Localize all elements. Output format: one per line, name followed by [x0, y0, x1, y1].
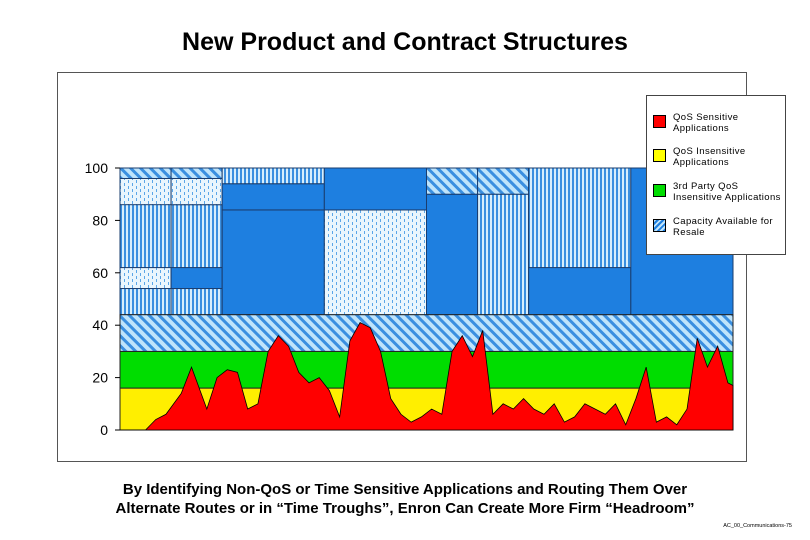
legend-label: Capacity Available for Resale [673, 216, 773, 238]
y-tick-label: 80 [92, 212, 108, 228]
legend-swatch-green [653, 184, 666, 197]
series-qos-sensitive-area [120, 322, 734, 431]
y-tick-label: 60 [92, 265, 108, 281]
capacity-block [323, 209, 428, 316]
y-tick-label: 40 [92, 317, 108, 333]
capacity-block [221, 209, 325, 316]
legend-item-qos-sensitive: QoS Sensitive Applications [653, 112, 785, 146]
legend-label: QoS Insensitive Applications [673, 146, 746, 168]
capacity-block [323, 167, 428, 211]
capacity-block [119, 177, 172, 206]
capacity-block [528, 167, 632, 269]
capacity-block [119, 288, 172, 316]
legend-item-capacity: Capacity Available for Resale [653, 216, 785, 250]
chart-frame [57, 72, 747, 462]
capacity-block [477, 167, 530, 195]
band-capacity-available-for-resale [119, 314, 734, 352]
legend: QoS Sensitive Applications QoS Insensiti… [646, 95, 786, 255]
capacity-block [221, 183, 325, 211]
caption-line-1: By Identifying Non-QoS or Time Sensitive… [122, 481, 688, 498]
capacity-block [477, 193, 530, 316]
page-title: New Product and Contract Structures [182, 28, 628, 56]
capacity-block [170, 167, 223, 179]
capacity-block [528, 267, 632, 316]
capacity-block [221, 167, 325, 185]
y-tick-label: 100 [85, 160, 109, 176]
legend-swatch-yellow [653, 149, 666, 162]
capacity-block [426, 193, 479, 316]
capacity-block [426, 167, 479, 195]
legend-swatch-red [653, 115, 666, 128]
legend-item-qos-insensitive: QoS Insensitive Applications [653, 146, 785, 180]
capacity-block [170, 177, 223, 206]
caption-line-2: Alternate Routes or in “Time Troughs”, E… [115, 500, 695, 517]
capacity-block [119, 167, 172, 179]
legend-item-3rd-party: 3rd Party QoS Insensitive Applications [653, 181, 785, 215]
capacity-block [170, 267, 223, 290]
legend-swatch-hatched-blue [653, 219, 666, 232]
y-tick-label: 0 [100, 422, 108, 438]
capacity-block [170, 204, 223, 269]
footer-id: AC_00_Communications-75 [723, 523, 792, 529]
y-tick-label: 20 [92, 370, 108, 386]
capacity-block [119, 267, 172, 290]
caption: By Identifying Non-QoS or Time Sensitive… [0, 480, 810, 518]
legend-label: QoS Sensitive Applications [673, 112, 739, 134]
capacity-block [170, 288, 223, 316]
legend-label: 3rd Party QoS Insensitive Applications [673, 181, 781, 203]
